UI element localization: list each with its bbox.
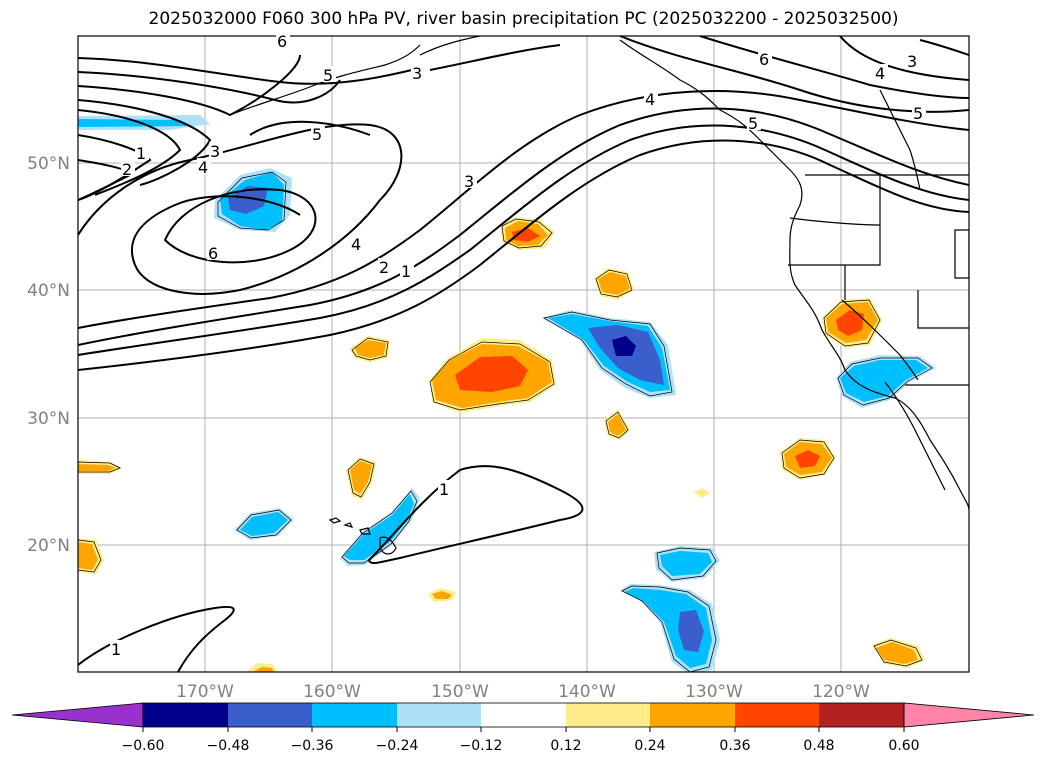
contour-label: 1 [401,262,411,281]
lon-label: 120°W [812,682,870,702]
lon-label: 160°W [303,682,361,702]
lon-label: 130°W [685,682,743,702]
lat-label: 50°N [27,154,70,174]
contour-label: 1 [439,480,449,499]
precip-shading [78,115,936,672]
colorbar-tick: 0.24 [634,738,665,754]
contour-label: 6 [277,32,287,51]
lon-label: 150°W [431,682,489,702]
colorbar-extend-high [903,702,1035,728]
lat-label: 40°N [27,281,70,301]
contour-label: 3 [907,52,917,71]
latitude-labels: 50°N 40°N 30°N 20°N [27,154,70,556]
map-title: 2025032000 F060 300 hPa PV, river basin … [148,9,899,29]
contour-label: 6 [208,244,218,263]
colorbar-segment [566,703,650,727]
lat-label: 30°N [27,409,70,429]
contour-labels: 6 5 3 6 4 3 5 4 5 2 1 3 4 5 3 6 4 2 1 [110,32,926,659]
colorbar-segment [735,703,819,727]
colorbar: −0.60 −0.48 −0.36 −0.24 −0.12 0.12 0.24 … [11,702,1035,754]
map-area [78,36,969,672]
contour-label: 4 [351,235,361,254]
contour-label: 5 [748,114,758,133]
colorbar-tick: 0.12 [550,738,581,754]
contour-label: 4 [198,158,208,177]
lon-label: 170°W [176,682,234,702]
longitude-labels: 170°W 160°W 150°W 140°W 130°W 120°W [176,682,870,702]
colorbar-segment [312,703,397,727]
colorbar-extend-low [11,702,144,728]
precip-outlines [78,171,933,672]
contour-label: 2 [379,258,389,277]
colorbar-segment [143,703,228,727]
contour-label: 2 [122,160,132,179]
lat-label: 20°N [27,536,70,556]
contour-label: 3 [412,64,422,83]
colorbar-tick: −0.60 [122,738,165,754]
contour-label: 3 [210,142,220,161]
colorbar-segment [819,703,904,727]
pv-contours [78,36,969,672]
colorbar-tick: 0.60 [888,738,919,754]
contour-label: 5 [312,125,322,144]
contour-label: 3 [464,172,474,191]
colorbar-tick: −0.24 [376,738,419,754]
contour-label: 4 [645,90,655,109]
colorbar-tick: 0.36 [719,738,750,754]
colorbar-tick: −0.48 [207,738,250,754]
colorbar-tick: 0.48 [803,738,834,754]
colorbar-segment [228,703,312,727]
contour-label: 4 [875,64,885,83]
contour-label: 5 [913,104,923,123]
contour-label: 6 [759,50,769,69]
contour-label: 5 [323,66,333,85]
colorbar-segment [650,703,735,727]
contour-label: 1 [136,144,146,163]
colorbar-segment [481,703,566,727]
colorbar-tick: −0.36 [291,738,334,754]
colorbar-tick: −0.12 [460,738,503,754]
colorbar-segment [397,703,481,727]
lon-label: 140°W [558,682,616,702]
coastlines [229,36,969,555]
contour-label: 1 [111,640,121,659]
map-frame [77,35,970,673]
